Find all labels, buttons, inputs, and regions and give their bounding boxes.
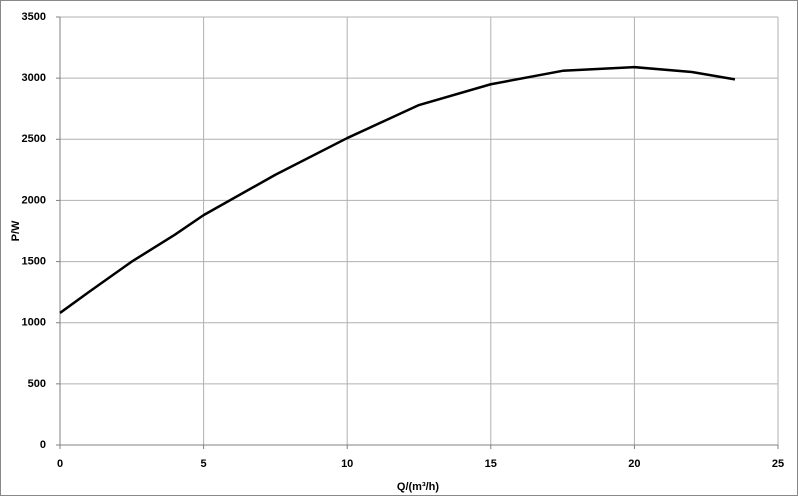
x-axis-label: Q/(m³/h) (397, 481, 439, 493)
x-tick-label: 20 (628, 458, 640, 470)
line-series (59, 65, 736, 314)
y-tick-label: 500 (28, 378, 46, 390)
x-tick-label: 25 (772, 458, 784, 470)
x-tick-label: 0 (57, 458, 63, 470)
y-tick-label: 0 (40, 439, 46, 451)
y-axis-label: P/W (10, 220, 22, 241)
y-tick-label: 3500 (22, 11, 46, 23)
y-tick-label: 3000 (22, 72, 46, 84)
y-tick-label: 1000 (22, 317, 46, 329)
y-tick-label: 1500 (22, 255, 46, 267)
y-tick-label: 2000 (22, 194, 46, 206)
y-tick-label: 2500 (22, 133, 46, 145)
x-tick-label: 15 (485, 458, 497, 470)
x-tick-label: 10 (341, 458, 353, 470)
x-tick-label: 5 (201, 458, 207, 470)
